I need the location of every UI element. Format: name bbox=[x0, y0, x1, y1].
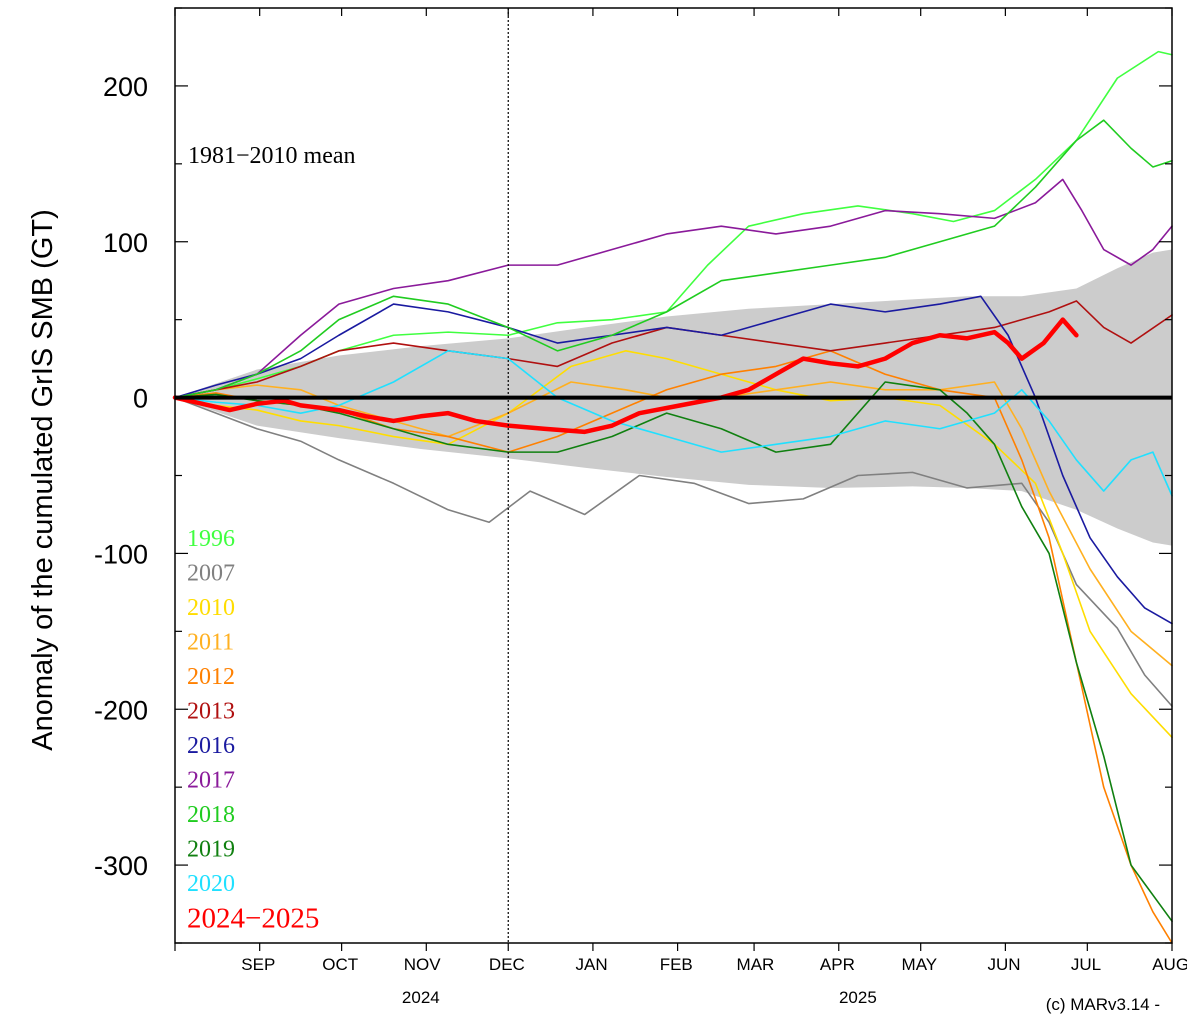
month-label: JUL bbox=[1071, 955, 1101, 974]
series-line-2020 bbox=[174, 350, 1173, 497]
legend-entry: 2011 bbox=[187, 630, 234, 656]
month-label: AUG bbox=[1152, 955, 1187, 974]
legend-entry: 2016 bbox=[187, 733, 235, 759]
legend-entry: 2012 bbox=[187, 664, 235, 690]
series-line-2019 bbox=[174, 381, 1173, 922]
series-line-2016 bbox=[174, 295, 1173, 625]
legend: 1996 2007 2010 2011 2012 2013 2016 2017 2018 2019… bbox=[187, 526, 319, 935]
legend-entry: 2017 bbox=[187, 768, 235, 794]
legend-entry: 2024−2025 bbox=[187, 903, 319, 935]
month-label: MAR bbox=[737, 955, 775, 974]
y-axis-ticks: 200 100 0 -100 -200 -300 bbox=[94, 7, 1172, 944]
y-tick-label: -200 bbox=[94, 695, 148, 725]
month-label: JAN bbox=[575, 955, 607, 974]
year-label: 2025 bbox=[839, 988, 877, 1007]
credit-label: (c) MARv3.14 - bbox=[1046, 995, 1160, 1014]
month-label: MAY bbox=[902, 955, 938, 974]
month-label: SEP bbox=[241, 955, 275, 974]
series-line-2010 bbox=[174, 350, 1173, 739]
y-tick-label: 100 bbox=[103, 228, 148, 258]
month-label: NOV bbox=[404, 955, 442, 974]
series-line-2024−2025 bbox=[172, 317, 1079, 435]
y-tick-label: 200 bbox=[103, 72, 148, 102]
legend-entry: 2013 bbox=[187, 699, 235, 725]
y-axis-title: Anomaly of the cumulated GrIS SMB (GT) bbox=[27, 209, 59, 751]
y-tick-label: -100 bbox=[94, 539, 148, 569]
legend-entry: 2018 bbox=[187, 802, 235, 828]
legend-entry: 2007 bbox=[187, 561, 235, 587]
series-lines-layer bbox=[172, 50, 1173, 944]
legend-entry: 1996 bbox=[187, 526, 235, 552]
legend-entry: 2020 bbox=[187, 871, 235, 897]
series-line-2017 bbox=[174, 178, 1173, 399]
year-label: 2024 bbox=[402, 988, 440, 1007]
month-label: FEB bbox=[660, 955, 693, 974]
series-line-2018 bbox=[174, 119, 1173, 399]
y-tick-label: 0 bbox=[133, 384, 148, 414]
legend-entry: 2019 bbox=[187, 837, 235, 863]
month-label: DEC bbox=[489, 955, 525, 974]
x-axis-ticks: SEP OCT NOV DEC JAN FEB MAR APR MAY JUN JUL AUG 2024… bbox=[174, 8, 1187, 1007]
month-label: JUN bbox=[987, 955, 1020, 974]
y-tick-label: -300 bbox=[94, 851, 148, 881]
mean-annotation: 1981−2010 mean bbox=[188, 143, 356, 169]
month-label: APR bbox=[820, 955, 855, 974]
legend-entry: 2010 bbox=[187, 595, 235, 621]
month-label: OCT bbox=[322, 955, 358, 974]
